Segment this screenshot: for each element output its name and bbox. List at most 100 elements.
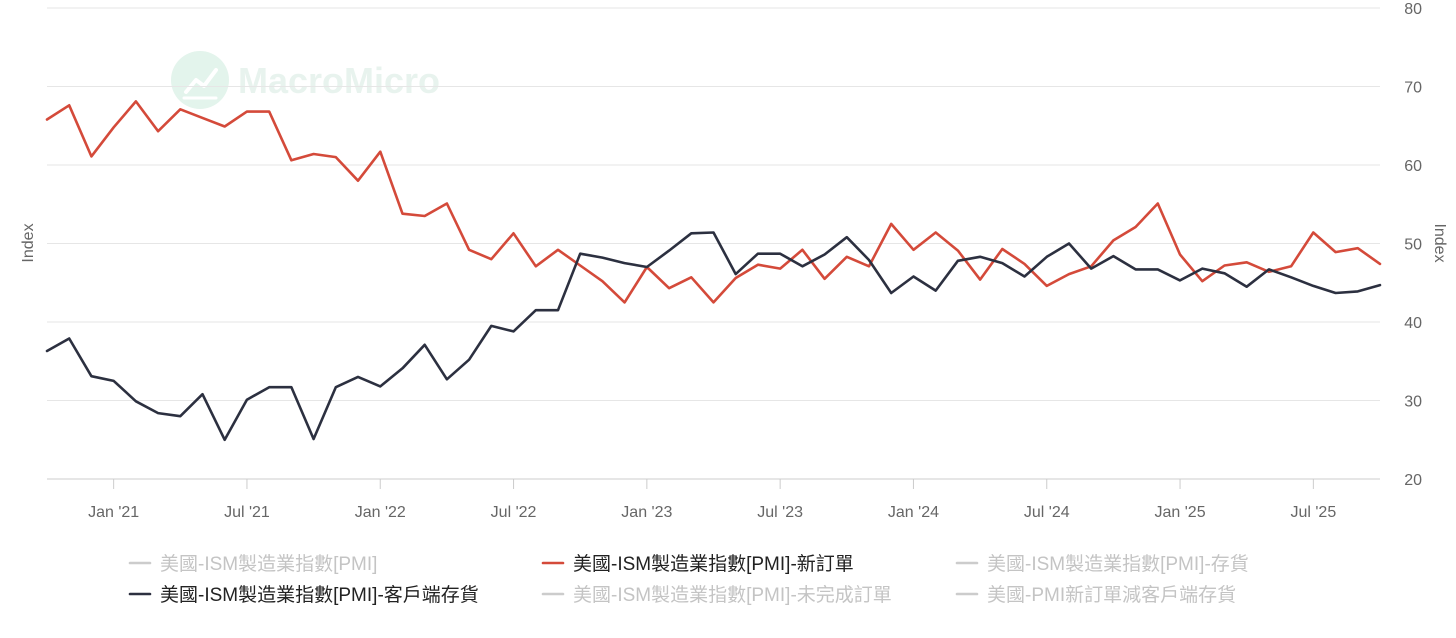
data-point-0-32[interactable]	[755, 262, 761, 268]
data-point-1-5[interactable]	[155, 410, 161, 416]
data-point-0-16[interactable]	[400, 211, 406, 217]
data-point-1-60[interactable]	[1377, 282, 1383, 288]
data-point-1-4[interactable]	[133, 398, 139, 404]
data-point-1-19[interactable]	[466, 357, 472, 363]
data-point-0-59[interactable]	[1355, 245, 1361, 251]
data-point-1-41[interactable]	[955, 258, 961, 264]
data-point-1-20[interactable]	[488, 323, 494, 329]
data-point-0-34[interactable]	[799, 247, 805, 253]
data-point-1-57[interactable]	[1310, 283, 1316, 289]
data-point-0-11[interactable]	[288, 157, 294, 163]
data-point-0-6[interactable]	[177, 106, 183, 112]
data-point-1-46[interactable]	[1066, 241, 1072, 247]
data-point-0-2[interactable]	[88, 153, 94, 159]
data-point-1-36[interactable]	[844, 234, 850, 240]
data-point-0-49[interactable]	[1133, 224, 1139, 230]
data-point-0-20[interactable]	[488, 256, 494, 262]
data-point-0-46[interactable]	[1066, 271, 1072, 277]
data-point-0-44[interactable]	[1022, 261, 1028, 267]
data-point-1-53[interactable]	[1222, 270, 1228, 276]
data-point-0-12[interactable]	[311, 151, 317, 157]
data-point-0-41[interactable]	[955, 248, 961, 254]
legend-item-0[interactable]: 美國-ISM製造業指數[PMI]	[128, 553, 377, 575]
legend-item-1[interactable]: 美國-ISM製造業指數[PMI]-新訂單	[541, 553, 854, 575]
data-point-1-27[interactable]	[644, 264, 650, 270]
data-point-0-45[interactable]	[1044, 283, 1050, 289]
data-point-0-43[interactable]	[999, 246, 1005, 252]
data-point-0-33[interactable]	[777, 266, 783, 272]
data-point-0-19[interactable]	[466, 247, 472, 253]
data-point-0-50[interactable]	[1155, 201, 1161, 207]
data-point-0-14[interactable]	[355, 178, 361, 184]
legend-item-3[interactable]: 美國-ISM製造業指數[PMI]-客戶端存貨	[128, 584, 479, 606]
data-point-1-54[interactable]	[1244, 284, 1250, 290]
data-point-0-21[interactable]	[511, 230, 517, 236]
data-point-1-42[interactable]	[977, 254, 983, 260]
data-point-1-3[interactable]	[111, 378, 117, 384]
data-point-0-24[interactable]	[577, 263, 583, 269]
data-point-0-26[interactable]	[622, 299, 628, 305]
legend-item-2[interactable]: 美國-ISM製造業指數[PMI]-存貨	[955, 553, 1249, 575]
data-point-1-18[interactable]	[444, 376, 450, 382]
data-point-0-56[interactable]	[1288, 263, 1294, 269]
data-point-1-44[interactable]	[1022, 274, 1028, 280]
data-point-0-40[interactable]	[933, 230, 939, 236]
data-point-1-35[interactable]	[822, 252, 828, 258]
data-point-1-31[interactable]	[733, 271, 739, 277]
data-point-0-13[interactable]	[333, 154, 339, 160]
data-point-1-2[interactable]	[88, 373, 94, 379]
data-point-0-48[interactable]	[1110, 237, 1116, 243]
data-point-0-28[interactable]	[666, 285, 672, 291]
data-point-0-60[interactable]	[1377, 261, 1383, 267]
data-point-1-1[interactable]	[66, 336, 72, 342]
data-point-1-28[interactable]	[666, 248, 672, 254]
data-point-0-25[interactable]	[599, 278, 605, 284]
data-point-0-0[interactable]	[44, 117, 50, 123]
data-point-0-3[interactable]	[111, 124, 117, 130]
data-point-0-23[interactable]	[555, 247, 561, 253]
data-point-1-59[interactable]	[1355, 288, 1361, 294]
data-point-1-30[interactable]	[711, 230, 717, 236]
data-point-1-34[interactable]	[799, 263, 805, 269]
data-point-0-8[interactable]	[222, 124, 228, 130]
data-point-1-25[interactable]	[599, 255, 605, 261]
data-point-0-18[interactable]	[444, 201, 450, 207]
legend-item-4[interactable]: 美國-ISM製造業指數[PMI]-未完成訂單	[541, 584, 892, 606]
data-point-1-38[interactable]	[888, 290, 894, 296]
data-point-1-9[interactable]	[244, 397, 250, 403]
data-point-1-6[interactable]	[177, 413, 183, 419]
data-point-1-49[interactable]	[1133, 266, 1139, 272]
series-line-0[interactable]	[45, 100, 1382, 304]
data-point-0-9[interactable]	[244, 109, 250, 115]
data-point-0-35[interactable]	[822, 276, 828, 282]
data-point-0-17[interactable]	[422, 213, 428, 219]
data-point-1-17[interactable]	[422, 342, 428, 348]
data-point-1-14[interactable]	[355, 374, 361, 380]
data-point-1-32[interactable]	[755, 251, 761, 257]
data-point-1-51[interactable]	[1177, 277, 1183, 283]
data-point-1-47[interactable]	[1088, 266, 1094, 272]
data-point-1-43[interactable]	[999, 260, 1005, 266]
data-point-0-39[interactable]	[911, 247, 917, 253]
data-point-1-55[interactable]	[1266, 266, 1272, 272]
data-point-1-0[interactable]	[44, 348, 50, 354]
data-point-0-22[interactable]	[533, 263, 539, 269]
data-point-1-13[interactable]	[333, 384, 339, 390]
data-point-0-42[interactable]	[977, 277, 983, 283]
data-point-0-29[interactable]	[688, 274, 694, 280]
data-point-0-4[interactable]	[133, 98, 139, 104]
data-point-0-58[interactable]	[1333, 249, 1339, 255]
data-point-1-22[interactable]	[533, 307, 539, 313]
data-point-1-12[interactable]	[311, 436, 317, 442]
data-point-1-33[interactable]	[777, 251, 783, 257]
data-point-1-48[interactable]	[1110, 253, 1116, 259]
data-point-1-40[interactable]	[933, 288, 939, 294]
data-point-1-37[interactable]	[866, 257, 872, 263]
data-point-1-26[interactable]	[622, 260, 628, 266]
data-point-1-7[interactable]	[200, 391, 206, 397]
data-point-0-10[interactable]	[266, 109, 272, 115]
data-point-0-57[interactable]	[1310, 230, 1316, 236]
data-point-1-21[interactable]	[511, 328, 517, 334]
data-point-1-24[interactable]	[577, 251, 583, 257]
data-point-1-50[interactable]	[1155, 266, 1161, 272]
